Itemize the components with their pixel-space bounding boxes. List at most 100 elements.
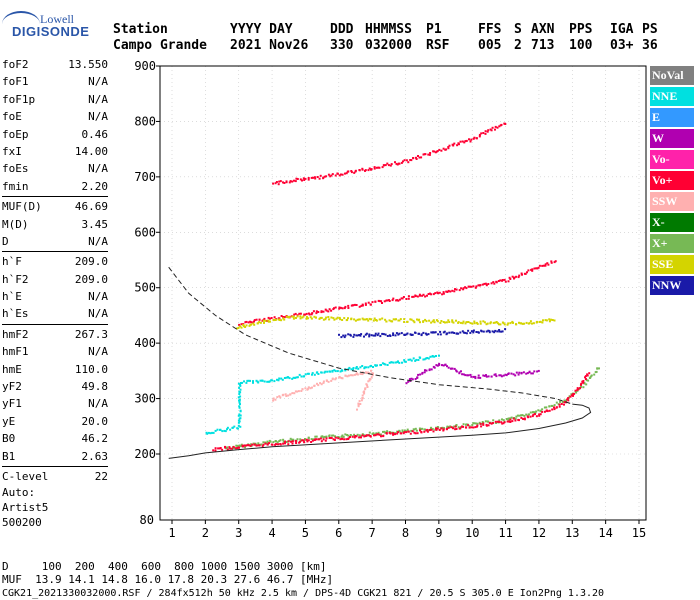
legend-item: X- — [650, 213, 694, 232]
trace-point — [485, 375, 488, 378]
legend-item: E — [650, 108, 694, 127]
header-col-value: 2021 Nov26 — [230, 38, 309, 53]
trace-point — [313, 384, 316, 387]
trace-point — [525, 413, 528, 416]
trace-point — [370, 334, 373, 337]
trace-point — [548, 409, 551, 412]
trace-point — [434, 428, 437, 431]
trace-point — [452, 427, 454, 430]
trace-point — [486, 322, 489, 325]
trace-point — [506, 323, 509, 326]
trace-point — [485, 424, 488, 427]
trace-point — [467, 374, 470, 377]
trace-point — [509, 418, 512, 421]
trace-point — [311, 386, 313, 389]
trace-point — [269, 440, 272, 443]
trace-point — [541, 321, 544, 324]
trace-point — [333, 439, 336, 441]
trace-point — [553, 261, 556, 264]
trace-point — [494, 128, 496, 131]
trace-point — [364, 435, 367, 437]
trace-point — [521, 273, 523, 276]
trace-point — [465, 426, 468, 429]
trace-point — [238, 398, 241, 401]
trace-point — [411, 333, 414, 336]
trace-point — [422, 153, 425, 156]
trace-point — [401, 430, 404, 433]
trace-point — [472, 375, 475, 378]
trace-point — [268, 442, 270, 445]
trace-point — [494, 321, 497, 324]
param-value: 209.0 — [74, 272, 108, 286]
trace-point — [427, 429, 430, 432]
trace-point — [237, 427, 239, 430]
trace-point — [395, 299, 398, 302]
trace-point — [529, 320, 532, 323]
trace-point — [416, 376, 419, 379]
trace-point — [460, 287, 463, 290]
trace-point — [444, 321, 446, 324]
trace-point — [461, 425, 463, 428]
trace-point — [458, 289, 461, 292]
trace-point — [295, 376, 298, 379]
trace-point — [403, 431, 406, 434]
trace-point — [467, 321, 470, 323]
trace-point — [257, 444, 260, 447]
trace-point — [469, 322, 472, 325]
trace-point — [219, 428, 222, 431]
trace-point — [429, 152, 432, 154]
param-row: foF1p N/A — [2, 91, 108, 108]
trace-point — [595, 370, 598, 373]
trace-point — [433, 321, 436, 324]
param-row: yF2 49.8 — [2, 378, 108, 395]
trace-point — [264, 319, 267, 322]
trace-point — [453, 425, 456, 428]
param-row: fmin 2.20 — [2, 178, 108, 195]
trace-point — [310, 317, 313, 320]
trace-point — [296, 376, 299, 379]
trace-point — [341, 437, 344, 440]
trace-point — [409, 159, 412, 161]
trace-point — [320, 371, 323, 374]
param-key: h`F — [2, 255, 22, 269]
trace-point — [432, 319, 435, 322]
trace-point — [375, 166, 378, 169]
trace-point — [304, 313, 307, 316]
trace-point — [353, 333, 356, 336]
trace-point — [485, 374, 487, 377]
trace-point — [367, 319, 370, 322]
trace-point — [295, 177, 298, 180]
trace-point — [310, 313, 313, 316]
trace-point — [494, 373, 497, 376]
trace-point — [442, 292, 445, 295]
trace-point — [382, 333, 385, 336]
trace-point — [243, 325, 245, 328]
trace-point — [294, 440, 297, 442]
trace-point — [244, 326, 247, 328]
trace-point — [301, 388, 304, 391]
trace-point — [443, 330, 446, 333]
param-key: MUF(D) — [2, 200, 42, 214]
param-separator — [2, 196, 108, 198]
trace-point — [539, 413, 542, 416]
trace-point — [394, 334, 397, 337]
trace-point — [307, 372, 310, 375]
trace-point — [323, 435, 326, 438]
trace-point — [301, 439, 303, 442]
param-key: B1 — [2, 449, 16, 463]
trace-point — [539, 409, 542, 412]
trace-point — [521, 322, 524, 325]
trace-point — [520, 371, 523, 374]
trace-point — [368, 372, 371, 375]
x-tick-label: 15 — [632, 526, 646, 540]
trace-point — [498, 125, 501, 128]
x-tick-label: 5 — [302, 526, 309, 540]
trace-point — [327, 316, 330, 318]
trace-point — [356, 433, 359, 436]
trace-point — [360, 436, 362, 439]
trace-point — [240, 326, 243, 329]
trace-point — [507, 372, 510, 375]
trace-point — [275, 318, 278, 321]
trace-point — [392, 432, 394, 435]
trace-point — [453, 142, 456, 145]
